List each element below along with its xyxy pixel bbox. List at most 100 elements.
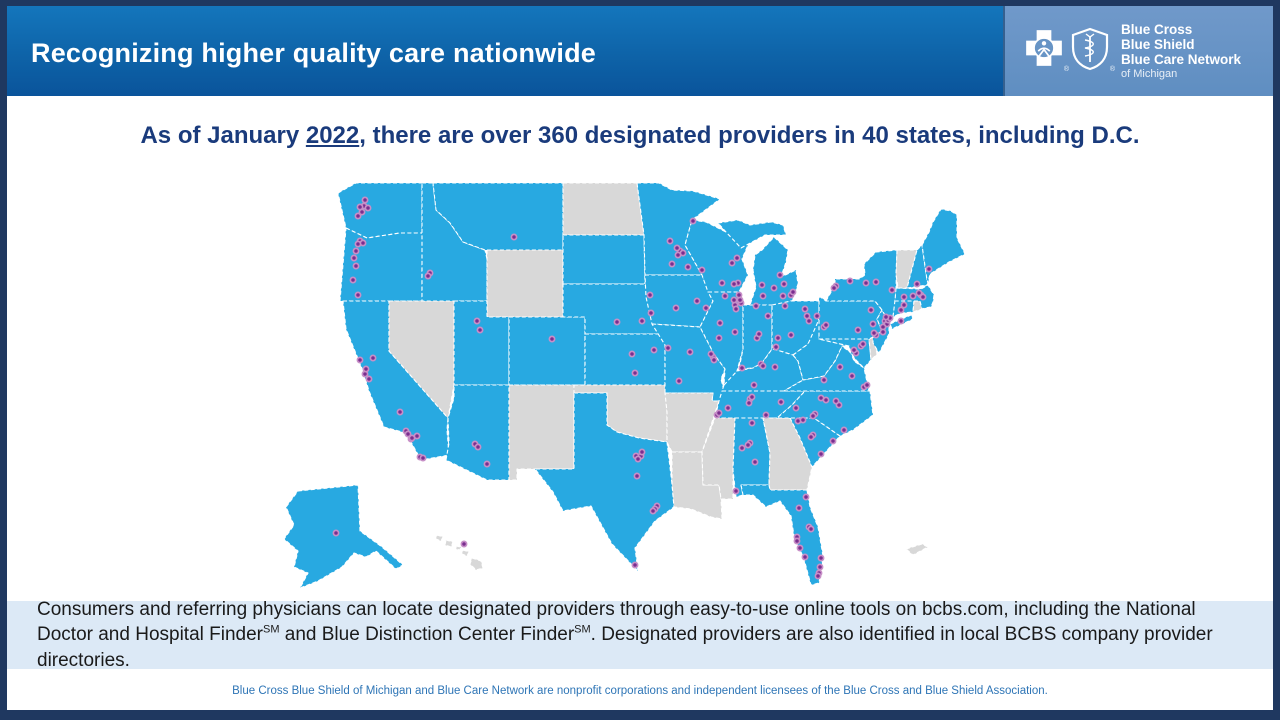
provider-dot [684,263,692,271]
provider-dot [548,335,556,343]
provider-dot [796,544,804,552]
provider-dot [634,455,642,463]
provider-dot [689,217,697,225]
provider-dot [870,329,878,337]
bcbs-logo: ® ® Blue Cross Blue Shield Blue Care Netwo… [1003,6,1273,96]
provider-dot [802,493,810,501]
provider-dot [779,292,787,300]
provider-dot [349,276,357,284]
provider-dot [820,376,828,384]
state-sd [562,234,646,285]
provider-dot [863,381,871,389]
provider-dot [801,553,809,561]
state-ia [644,274,714,328]
provider-dot [728,259,736,267]
provider-dot [730,296,738,304]
page-title: Recognizing higher quality care nationwi… [31,38,596,68]
provider-dot [913,280,921,288]
provider-dot [807,525,815,533]
provider-dot [631,561,639,569]
provider-dot [780,280,788,288]
provider-dot [859,340,867,348]
provider-dot [793,537,801,545]
footer-disclaimer: Blue Cross Blue Shield of Michigan and B… [232,685,1048,697]
provider-dot [724,404,732,412]
provider-dot [764,312,772,320]
provider-dot [850,346,858,354]
state-wv [792,317,850,381]
provider-dot [686,348,694,356]
provider-dot [789,288,797,296]
provider-dot [483,460,491,468]
provider-dot [738,444,746,452]
provider-dot [693,297,701,305]
logo-lines: Blue Cross Blue Shield Blue Care Network [1121,21,1242,68]
provider-dot [872,278,880,286]
provider-dot [900,293,908,301]
provider-dot [718,279,726,287]
provider-dot [476,326,484,334]
provider-dot [473,317,481,325]
provider-dot [813,312,821,320]
provider-dot [809,412,817,420]
provider-dot [352,262,360,270]
state-nc [776,390,874,437]
header-bar: Recognizing higher quality care nationwi… [7,6,1273,96]
provider-dot [404,430,412,438]
provider-dot [888,286,896,294]
provider-dot [787,331,795,339]
provider-dot [647,309,655,317]
provider-dot [732,487,740,495]
state-wy [486,249,564,318]
provider-dot [672,304,680,312]
provider-dot [759,362,767,370]
provider-dot [413,432,421,440]
provider-dot [424,272,432,280]
provider-dot [751,458,759,466]
provider-dot [755,330,763,338]
provider-dot [702,304,710,312]
provider-dot [909,292,917,300]
logo-text: Blue Cross Blue Shield Blue Care Network o… [1121,22,1241,80]
blue-shield-icon: ® [1071,27,1115,75]
state-nm [508,384,575,481]
provider-dot [799,416,807,424]
provider-dot [781,302,789,310]
state-az [445,384,510,481]
provider-dot [805,317,813,325]
provider-dot [771,363,779,371]
info-text: Consumers and referring physicians can l… [37,598,1213,671]
provider-dot [900,301,908,309]
provider-dot [862,279,870,287]
provider-dot [733,254,741,262]
state-ms [701,417,736,500]
provider-dot [633,472,641,480]
provider-dot [919,293,927,301]
us-map [283,182,966,589]
provider-dot [365,375,373,383]
provider-dot [356,356,364,364]
provider-dot [867,306,875,314]
provider-dot [817,450,825,458]
provider-dot [836,363,844,371]
provider-dot [816,563,824,571]
provider-dot [915,289,923,297]
provider-dot [738,364,746,372]
provider-dot [822,321,830,329]
provider-dot [745,399,753,407]
provider-dot [925,265,933,273]
provider-dot [613,318,621,326]
provider-dot [776,271,784,279]
provider-dot [774,334,782,342]
provider-dot [829,437,837,445]
provider-dot [666,237,674,245]
state-or [339,227,428,302]
provider-dot [715,334,723,342]
provider-dot [801,305,809,313]
provider-dot [638,317,646,325]
provider-dot [854,326,862,334]
provider-dot [735,291,743,299]
state-hi [435,534,484,571]
provider-dot [460,540,468,548]
provider-dot [770,284,778,292]
